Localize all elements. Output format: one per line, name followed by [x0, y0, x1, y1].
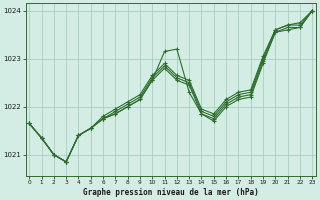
X-axis label: Graphe pression niveau de la mer (hPa): Graphe pression niveau de la mer (hPa) — [83, 188, 259, 197]
